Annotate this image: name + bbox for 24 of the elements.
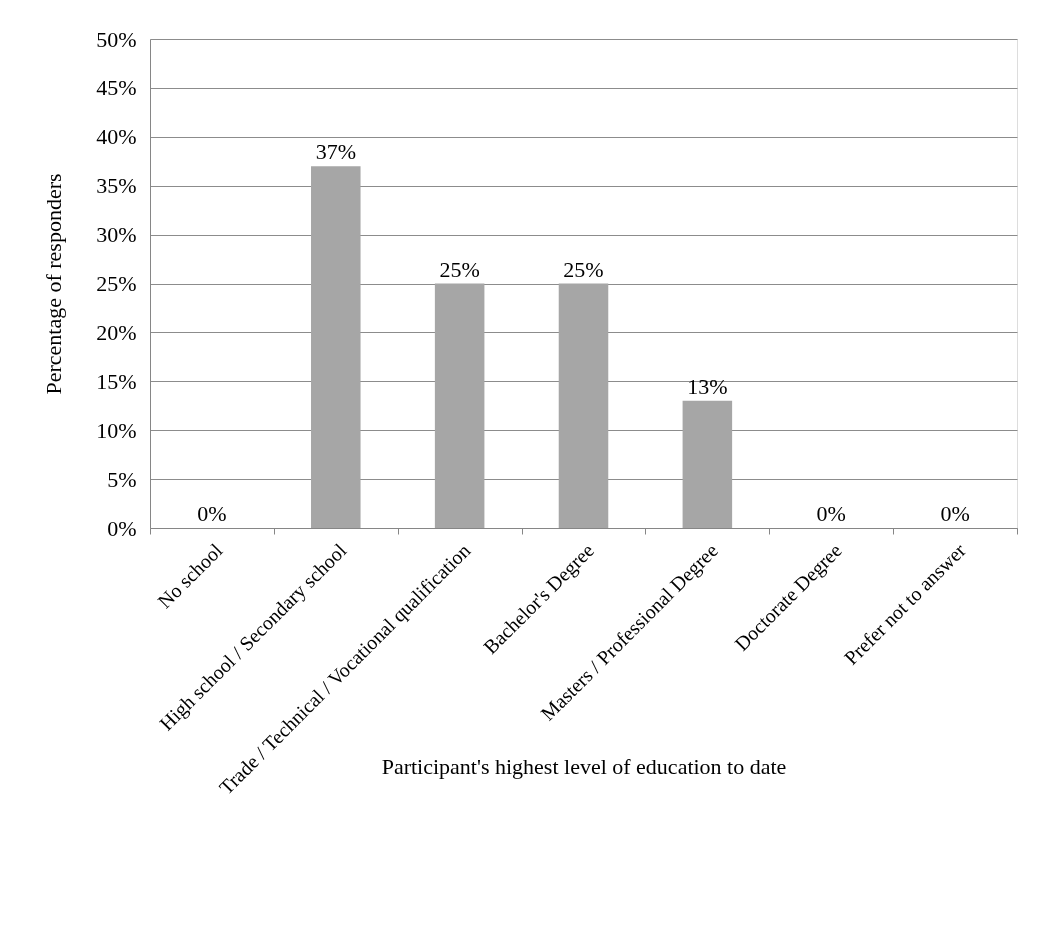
bar: [434, 283, 485, 528]
data-label: 37%: [315, 139, 356, 165]
y-tick-label: 50%: [96, 26, 137, 52]
data-label: 0%: [816, 501, 846, 526]
y-tick-label: 30%: [96, 222, 137, 248]
y-tick-label: 10%: [96, 417, 137, 443]
data-label: 0%: [940, 501, 970, 526]
y-tick-label: 20%: [96, 319, 137, 345]
x-axis-title: Participant's highest level of education to date: [381, 753, 787, 779]
y-axis-title: Percentage of responders: [41, 173, 67, 395]
y-tick-label: 35%: [96, 173, 137, 199]
data-label: 0%: [197, 501, 227, 526]
bar: [558, 283, 609, 528]
bar: [311, 166, 361, 528]
y-tick-label: 5%: [107, 466, 137, 492]
y-tick-label: 25%: [96, 271, 137, 296]
y-tick-label: 40%: [96, 124, 137, 150]
y-tick-label: 15%: [96, 368, 137, 394]
data-label: 25%: [439, 256, 480, 282]
y-tick-label: 45%: [96, 75, 137, 101]
y-tick-label: 0%: [107, 515, 137, 541]
data-label: 25%: [563, 256, 604, 282]
bar: [682, 400, 733, 528]
data-label: 13%: [687, 373, 728, 399]
